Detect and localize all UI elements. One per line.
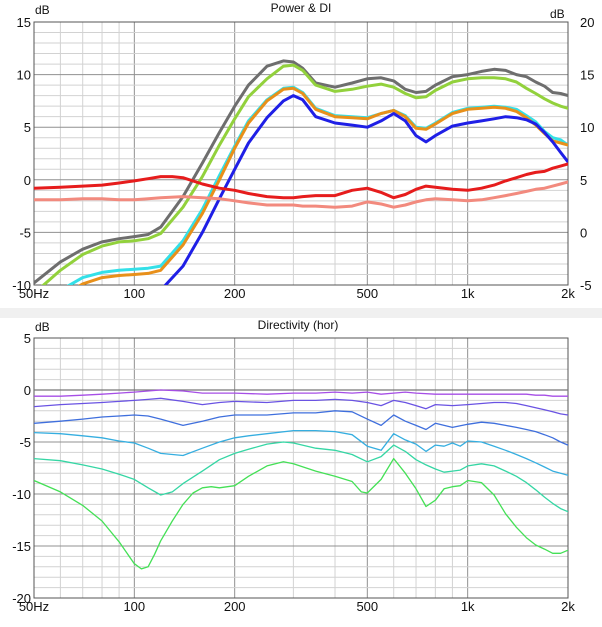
chart2-ylabel: dB	[35, 320, 50, 334]
x-tick-label: 50Hz	[19, 286, 49, 301]
y-tick-label: 5	[24, 120, 31, 135]
power-di-chart: Power & DI dB dB 50Hz 100 200 500 1k 2k151050…	[12, 1, 594, 301]
plot-border	[33, 21, 569, 286]
y-tick-label-right: 15	[580, 68, 594, 83]
x-tick-label: 200	[224, 599, 246, 614]
series-line-orange	[78, 86, 568, 285]
series-line-blue	[163, 94, 568, 285]
y-tick-label: -10	[12, 278, 31, 293]
x-tick-label: 1k	[461, 286, 475, 301]
y-tick-label: -5	[19, 435, 31, 450]
x-tick-label: 2k	[561, 599, 575, 614]
y-tick-label: -5	[19, 225, 31, 240]
y-tick-label-right: 10	[580, 120, 594, 135]
y-tick-label: -15	[12, 539, 31, 554]
series-line-c2	[34, 397, 568, 416]
x-tick-label: 500	[356, 599, 378, 614]
y-tick-labels-right: 20 15 10 5 0 -5	[580, 15, 594, 293]
x-tick-labels: 50Hz 100 200 500 1k 2k	[19, 599, 576, 614]
series-line-red	[34, 162, 568, 200]
series-line-green	[41, 63, 568, 285]
y-tick-label: 0	[24, 173, 31, 188]
series-line-c1	[34, 389, 568, 397]
y-tick-label-right: 0	[580, 225, 587, 240]
x-tick-label: 100	[123, 599, 145, 614]
series-line-c5	[34, 441, 568, 513]
series-line-c3	[34, 410, 568, 446]
x-tick-label: 50Hz	[19, 599, 49, 614]
y-tick-label-right: -5	[580, 278, 592, 293]
y-tick-label: 15	[17, 15, 31, 30]
plot-area	[34, 338, 568, 598]
chart2-title: Directivity (hor)	[258, 318, 339, 332]
y-tick-label-right: 5	[580, 173, 587, 188]
series-line-salmon	[34, 180, 568, 209]
y-tick-label: 0	[24, 383, 31, 398]
series-line-gray	[34, 59, 568, 285]
x-tick-label: 200	[224, 286, 246, 301]
y-tick-label-right: 20	[580, 15, 594, 30]
series-line-c6	[34, 457, 568, 570]
x-tick-label: 100	[123, 286, 145, 301]
plot-border	[33, 337, 569, 599]
y-tick-label: 5	[24, 331, 31, 346]
y-tick-label: 10	[17, 68, 31, 83]
series-line-c4	[34, 429, 568, 476]
series-group	[34, 389, 568, 570]
x-tick-label: 1k	[461, 599, 475, 614]
x-tick-label: 500	[356, 286, 378, 301]
series-group	[34, 59, 568, 285]
plot-area	[34, 22, 568, 285]
chart1-title: Power & DI	[271, 1, 332, 15]
chart1-ylabel-right: dB	[550, 7, 565, 21]
chart1-ylabel-left: dB	[35, 3, 50, 17]
separator-band	[0, 308, 602, 318]
y-tick-label: -20	[12, 591, 31, 606]
y-tick-labels-left: 15 10 5 0 -5 -10	[12, 15, 31, 293]
x-tick-label: 2k	[561, 286, 575, 301]
directivity-chart: Directivity (hor) dB 50Hz 100 200 500 1k 2k50…	[12, 318, 575, 614]
y-tick-labels-left: 5 0 -5 -10 -15 -20	[12, 331, 31, 606]
x-tick-labels: 50Hz 100 200 500 1k 2k	[19, 286, 576, 301]
y-tick-label: -10	[12, 487, 31, 502]
